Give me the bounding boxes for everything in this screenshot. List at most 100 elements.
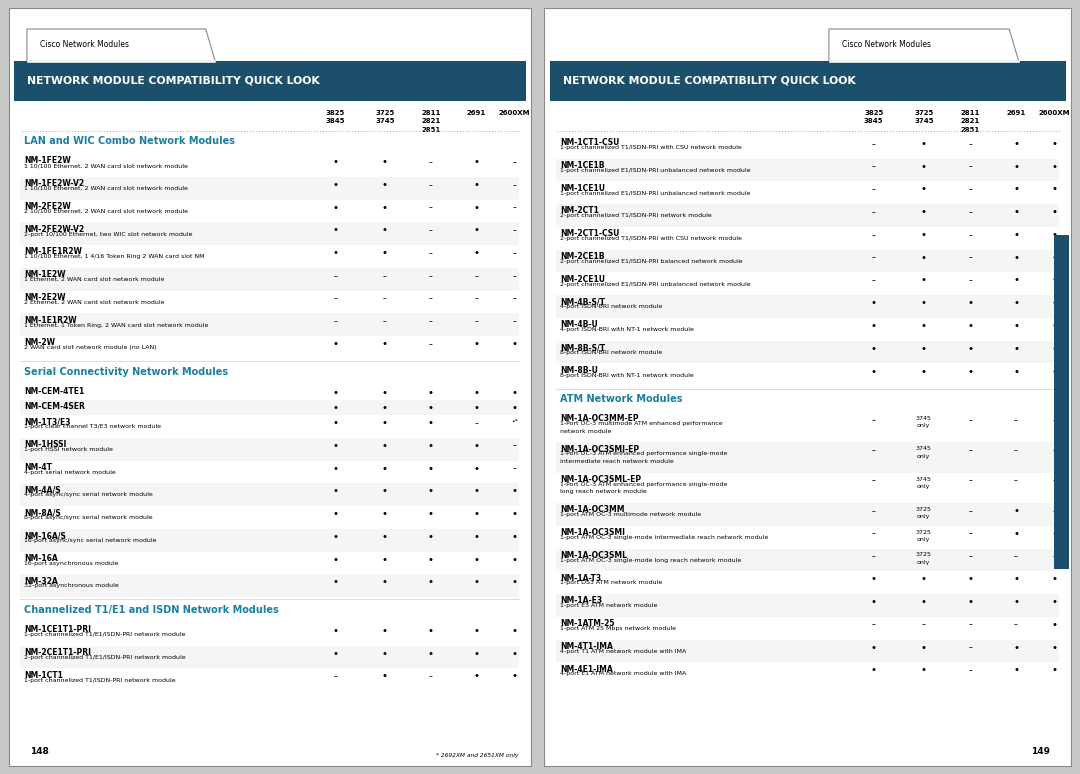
Text: –: – [872,446,876,455]
Text: •: • [870,367,877,376]
Text: NM-1T3/E3: NM-1T3/E3 [25,417,71,426]
Text: –: – [383,317,387,326]
Text: 8-port ISDN-BRI with NT-1 network module: 8-port ISDN-BRI with NT-1 network module [561,372,693,378]
Text: 2-port channelized T1/ISDN-PRI with CSU network module: 2-port channelized T1/ISDN-PRI with CSU … [561,236,742,241]
Text: 4-port T1 ATM network module with IMA: 4-port T1 ATM network module with IMA [561,649,687,654]
Text: 3745: 3745 [916,477,932,481]
Text: NM-2CT1: NM-2CT1 [561,207,599,215]
Text: 1-port channelized E1/ISDN-PRI unbalanced network module: 1-port channelized E1/ISDN-PRI unbalance… [561,168,751,173]
Text: •: • [473,649,480,659]
Text: •: • [921,139,927,149]
Text: –: – [429,180,433,190]
Text: •: • [333,486,338,496]
Text: –: – [474,419,478,428]
FancyBboxPatch shape [21,646,519,669]
Text: •: • [921,597,927,607]
Text: •: • [921,642,927,652]
Text: 1-port clear channel T3/E3 network module: 1-port clear channel T3/E3 network modul… [25,424,161,429]
Text: •: • [1052,276,1057,286]
Text: –: – [872,163,876,172]
Text: –: – [474,272,478,281]
Text: –: – [969,529,972,539]
Text: –: – [1014,446,1018,455]
Text: 2851: 2851 [421,127,441,133]
Text: –: – [969,276,972,286]
Text: * 2692XM and 2651XM only: * 2692XM and 2651XM only [436,753,518,759]
Text: –: – [429,158,433,167]
Text: •: • [473,626,480,636]
Text: •: • [968,344,973,354]
Text: –: – [969,553,972,561]
Text: 4-port E1 ATM network module with IMA: 4-port E1 ATM network module with IMA [561,672,687,676]
Text: •: • [870,344,877,354]
Text: 3825: 3825 [864,110,883,116]
Text: •: • [1052,298,1057,308]
Text: 32-port asynchronous module: 32-port asynchronous module [25,584,119,588]
FancyBboxPatch shape [556,204,1059,227]
Text: 3745: 3745 [375,118,395,125]
Text: ATM Network Modules: ATM Network Modules [561,394,683,404]
Text: •: • [512,486,517,496]
Text: •: • [1052,620,1057,630]
Text: •: • [428,418,434,428]
Text: •: • [428,388,434,398]
Text: –: – [969,666,972,675]
Text: •: • [1052,207,1057,217]
Text: •: • [428,403,434,413]
Text: •: • [1013,574,1020,584]
Text: only: only [917,560,931,565]
Text: network module: network module [561,429,611,433]
Text: NETWORK MODULE COMPATIBILITY QUICK LOOK: NETWORK MODULE COMPATIBILITY QUICK LOOK [27,76,320,86]
Text: •: • [870,574,877,584]
Text: –: – [1014,416,1018,425]
Text: •: • [1052,597,1057,607]
Text: •: • [473,577,480,587]
Text: 2691: 2691 [467,110,486,116]
Text: 1 10/100 Ethernet, 2 WAN card slot network module: 1 10/100 Ethernet, 2 WAN card slot netwo… [25,186,188,191]
FancyBboxPatch shape [544,8,1071,766]
Text: 2-port channelized E1/ISDN-PRI unbalanced network module: 2-port channelized E1/ISDN-PRI unbalance… [561,282,751,286]
Text: 1-port ATM 25 Mbps network module: 1-port ATM 25 Mbps network module [561,626,676,631]
Text: •: • [333,418,338,428]
Text: only: only [917,423,931,428]
Text: Cisco Network Modules: Cisco Network Modules [842,40,931,50]
Text: •: • [921,207,927,217]
Text: •: • [382,577,388,587]
Text: •: • [333,248,338,259]
Text: •: • [870,298,877,308]
Text: –: – [334,317,337,326]
Text: NM-8B-S/T: NM-8B-S/T [561,343,605,352]
Text: •: • [382,339,388,349]
FancyBboxPatch shape [21,483,519,506]
Text: NM-8A/S: NM-8A/S [25,509,62,517]
Text: •: • [1013,139,1020,149]
Text: 3725: 3725 [916,529,932,535]
Text: 3745: 3745 [914,118,933,125]
Text: NM-4B-U: NM-4B-U [561,320,598,329]
Text: 3845: 3845 [325,118,346,125]
Text: only: only [917,454,931,459]
Text: •: • [921,276,927,286]
Text: NM-1A-OC3SML-EP: NM-1A-OC3SML-EP [561,475,642,484]
Text: NM-1CT1-CSU: NM-1CT1-CSU [561,139,620,147]
Text: •: • [473,486,480,496]
FancyBboxPatch shape [556,594,1059,617]
Text: NM-1A-E3: NM-1A-E3 [561,596,603,605]
Text: NM-2W: NM-2W [25,338,55,348]
Text: 149: 149 [1031,747,1050,755]
Text: NM-4T1-IMA: NM-4T1-IMA [561,642,613,651]
Text: •: • [921,574,927,584]
Text: –: – [513,442,516,450]
Text: •: • [870,321,877,331]
Text: •: • [333,626,338,636]
Text: •: • [1052,230,1057,240]
Text: •: • [512,509,517,519]
Text: •: • [1013,666,1020,676]
Text: 1-port ATM OC-3 single-mode long reach network module: 1-port ATM OC-3 single-mode long reach n… [561,558,741,563]
FancyBboxPatch shape [21,177,519,200]
FancyBboxPatch shape [550,61,1066,101]
Text: •: • [921,253,927,262]
Text: –: – [872,276,876,286]
Text: –: – [383,272,387,281]
Text: –: – [872,477,876,485]
